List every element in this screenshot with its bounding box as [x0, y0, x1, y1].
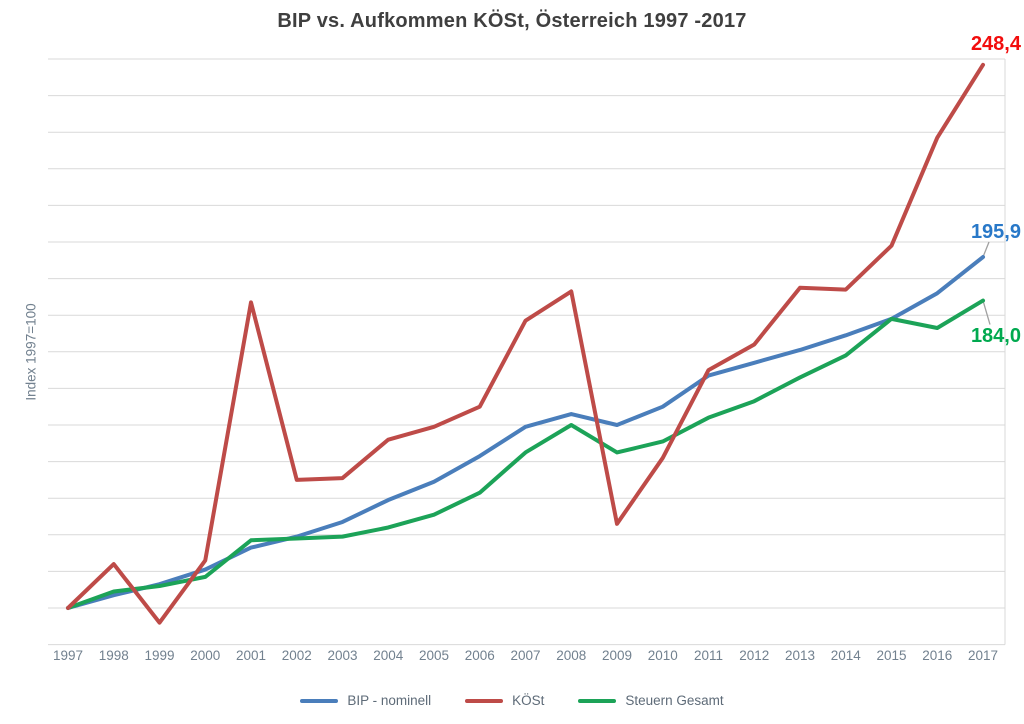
- x-axis-label: 1998: [99, 648, 129, 663]
- x-axis-label: 1999: [144, 648, 174, 663]
- x-axis-label: 2009: [602, 648, 632, 663]
- x-axis-label: 2012: [739, 648, 769, 663]
- x-axis-label: 2002: [282, 648, 312, 663]
- x-axis-label: 2013: [785, 648, 815, 663]
- x-axis-label: 2017: [968, 648, 998, 663]
- x-axis-label: 2001: [236, 648, 266, 663]
- x-axis-label: 2000: [190, 648, 220, 663]
- x-axis-label: 2003: [327, 648, 357, 663]
- x-axis-label: 1997: [53, 648, 83, 663]
- chart-title: BIP vs. Aufkommen KÖSt, Österreich 1997 …: [277, 10, 747, 32]
- legend-swatch-bip: [300, 698, 339, 703]
- x-axis-label: 2016: [922, 648, 952, 663]
- end-label-bip: 195,9: [970, 221, 1021, 243]
- x-axis-label: 2015: [876, 648, 906, 663]
- legend-label-koest: KÖSt: [512, 693, 545, 708]
- end-label-leader: [982, 300, 991, 325]
- x-axis-label: 2014: [831, 648, 862, 663]
- legend-label-steuern: Steuern Gesamt: [625, 693, 724, 708]
- legend-item-koest: KÖSt: [465, 693, 544, 708]
- legend-item-bip: BIP - nominell: [300, 693, 431, 708]
- legend-label-bip: BIP - nominell: [347, 693, 432, 708]
- legend-swatch-koest: [465, 698, 504, 703]
- x-axis-label: 2005: [419, 648, 449, 663]
- x-axis-label: 2011: [694, 648, 723, 663]
- legend-swatch-steuern: [578, 698, 617, 703]
- legend-item-steuern: Steuern Gesamt: [578, 693, 724, 708]
- x-axis-label: 2007: [510, 648, 540, 663]
- end-label-steuern: 184,0: [970, 324, 1021, 347]
- x-axis-label: 2006: [465, 648, 495, 663]
- chart-legend: BIP - nominell KÖSt Steuern Gesamt: [0, 693, 1024, 708]
- x-axis-label: 2008: [556, 648, 586, 663]
- end-label-leader: [982, 241, 990, 258]
- y-axis-title: Index 1997=100: [23, 303, 39, 401]
- end-label-koest: 248,4: [970, 32, 1021, 55]
- series-line-steuern-gesamt: [66, 298, 985, 610]
- x-axis-label: 2004: [373, 648, 404, 663]
- x-axis-label: 2010: [648, 648, 678, 663]
- series-line-k-st: [66, 62, 985, 625]
